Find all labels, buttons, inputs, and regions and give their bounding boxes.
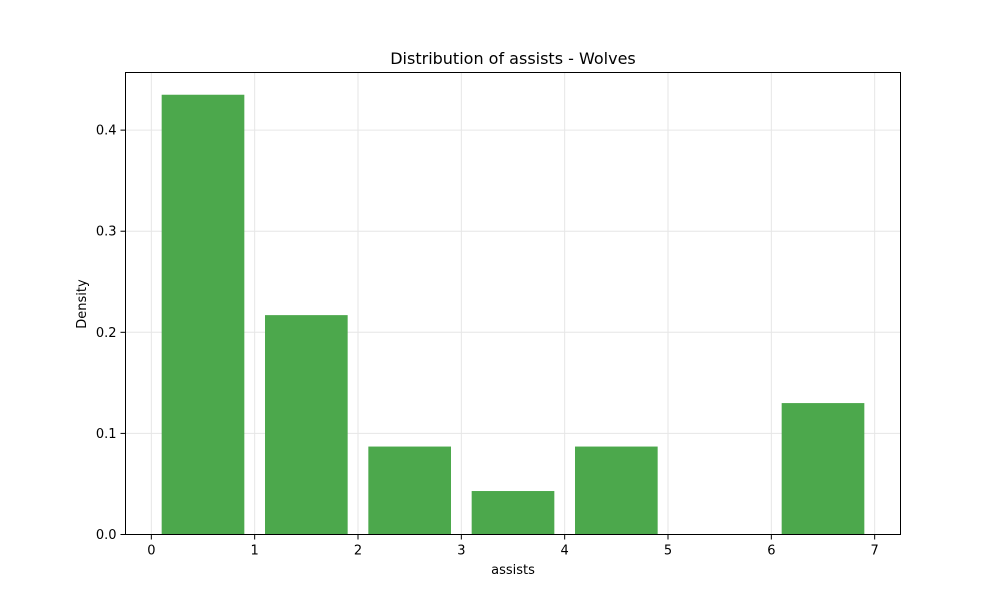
histogram-bar xyxy=(575,446,658,535)
x-tick-label: 0 xyxy=(147,544,155,559)
bar-layer xyxy=(161,94,865,535)
histogram-bar xyxy=(368,446,451,535)
y-tick-label: 0.0 xyxy=(96,528,117,543)
y-tick-label: 0.2 xyxy=(96,326,117,341)
y-tick-label: 0.3 xyxy=(96,225,117,240)
x-tick-label: 7 xyxy=(871,544,879,559)
histogram-bar xyxy=(781,403,865,535)
x-axis-ticks: 0 1 2 3 4 5 6 7 xyxy=(147,534,879,559)
plot-frame xyxy=(125,72,901,535)
x-tick-label: 3 xyxy=(457,544,465,559)
x-axis-label: assists xyxy=(491,563,535,578)
y-tick-label: 0.1 xyxy=(96,427,117,442)
histogram-bar xyxy=(161,94,245,535)
y-axis-label: Density xyxy=(75,279,90,329)
x-tick-label: 5 xyxy=(664,544,672,559)
x-tick-label: 6 xyxy=(767,544,775,559)
y-axis-ticks: 0.0 0.1 0.2 0.3 0.4 xyxy=(96,124,126,543)
histogram-bar xyxy=(265,315,348,535)
x-tick-label: 4 xyxy=(561,544,569,559)
x-tick-label: 1 xyxy=(251,544,259,559)
histogram-bar xyxy=(471,491,555,535)
x-tick-label: 2 xyxy=(354,544,362,559)
y-tick-label: 0.4 xyxy=(96,124,117,139)
chart-title: Distribution of assists - Wolves xyxy=(390,49,636,68)
